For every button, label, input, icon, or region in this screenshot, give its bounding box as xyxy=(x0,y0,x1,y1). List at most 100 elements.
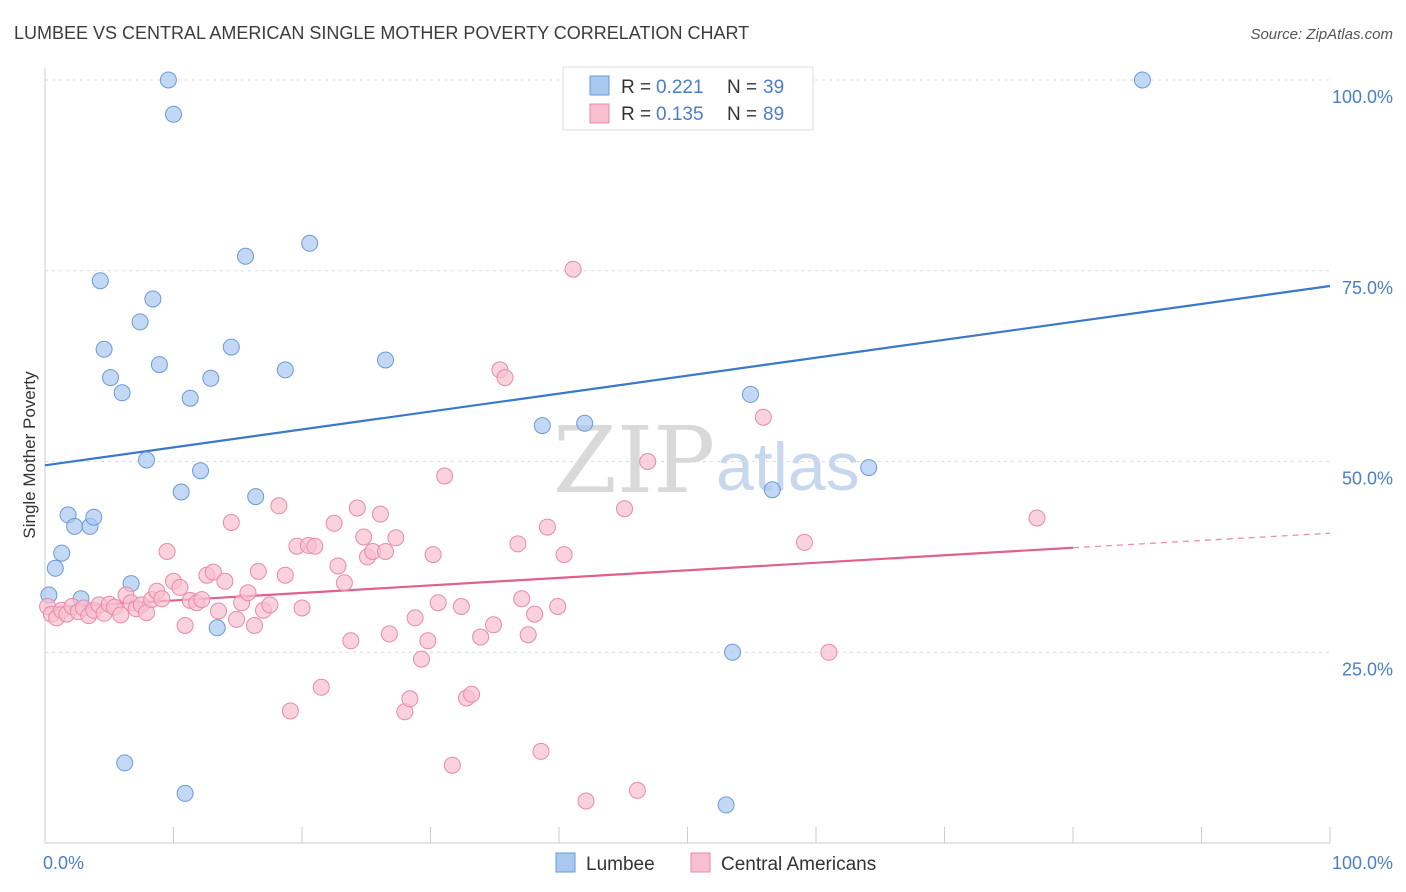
point-lumbee-21 xyxy=(176,784,194,802)
point-central-americans-83 xyxy=(538,518,556,536)
point-central-americans-77 xyxy=(496,369,514,387)
point-central-americans-81 xyxy=(526,605,544,623)
point-central-americans-49 xyxy=(312,678,330,696)
point-lumbee-37 xyxy=(763,481,781,499)
point-central-americans-26 xyxy=(176,617,194,634)
point-central-americans-31 xyxy=(204,563,222,581)
point-central-americans-89 xyxy=(628,781,646,799)
point-lumbee-15 xyxy=(138,451,155,469)
series-legend: Lumbee Central Americans xyxy=(555,852,876,875)
y-tick-label-2: 50.0% xyxy=(1342,469,1393,489)
point-central-americans-51 xyxy=(329,557,347,575)
point-lumbee-26 xyxy=(222,338,240,356)
point-lumbee-11 xyxy=(113,384,131,402)
point-central-americans-93 xyxy=(820,643,838,661)
point-central-americans-60 xyxy=(380,625,398,643)
point-central-americans-82 xyxy=(532,742,550,760)
point-central-americans-79 xyxy=(513,590,531,608)
point-central-americans-80 xyxy=(519,626,537,644)
watermark: ZIP atlas xyxy=(553,407,860,514)
point-lumbee-28 xyxy=(247,488,265,506)
point-lumbee-4 xyxy=(66,517,84,535)
legend-r-value-lumbee: 0.221 xyxy=(656,77,704,98)
point-central-americans-41 xyxy=(261,596,279,614)
point-central-americans-87 xyxy=(577,792,595,810)
point-central-americans-63 xyxy=(401,690,419,708)
legend-box: R = 0.221 N = 39 R = 0.135 N = 89 xyxy=(562,66,814,131)
axes xyxy=(44,68,1331,844)
point-lumbee-17 xyxy=(150,356,168,374)
point-lumbee-39 xyxy=(1133,71,1151,89)
point-central-americans-94 xyxy=(1028,509,1046,527)
point-central-americans-14 xyxy=(112,606,130,624)
point-central-americans-44 xyxy=(281,702,299,720)
point-lumbee-8 xyxy=(91,272,109,290)
point-central-americans-29 xyxy=(193,591,211,609)
point-central-americans-65 xyxy=(413,650,430,668)
point-lumbee-25 xyxy=(208,619,226,637)
point-central-americans-88 xyxy=(616,500,633,518)
point-central-americans-33 xyxy=(216,572,234,590)
y-axis-label: Single Mother Poverty xyxy=(20,371,39,539)
legend-n-value-lumbee: 39 xyxy=(763,77,784,98)
point-lumbee-24 xyxy=(202,369,220,387)
point-lumbee-18 xyxy=(159,71,177,89)
point-central-americans-74 xyxy=(472,628,490,646)
legend-n-label-central-americans: N = xyxy=(727,104,757,125)
point-lumbee-7 xyxy=(85,508,103,526)
point-lumbee-2 xyxy=(53,544,71,562)
point-lumbee-34 xyxy=(724,643,741,661)
point-lumbee-14 xyxy=(131,313,149,331)
point-central-americans-69 xyxy=(436,467,454,485)
series-legend-label-central-americans: Central Americans xyxy=(721,854,876,875)
point-lumbee-29 xyxy=(276,361,294,379)
series-legend-swatch-central-americans xyxy=(690,852,711,873)
point-lumbee-36 xyxy=(742,385,759,403)
watermark-atlas: atlas xyxy=(716,429,860,505)
x-tick-label-max: 100.0% xyxy=(1332,853,1393,873)
point-central-americans-39 xyxy=(249,562,267,580)
y-tick-labels: 100.0% 75.0% 50.0% 25.0% xyxy=(1332,87,1393,679)
point-central-americans-52 xyxy=(335,574,353,592)
chart-source: Source: ZipAtlas.com xyxy=(1250,26,1393,43)
point-central-americans-90 xyxy=(639,453,657,470)
point-central-americans-84 xyxy=(549,598,567,615)
legend-r-label-central-americans: R = xyxy=(621,104,651,125)
point-lumbee-33 xyxy=(576,414,594,432)
point-central-americans-38 xyxy=(246,617,263,634)
point-lumbee-27 xyxy=(237,247,254,265)
point-central-americans-34 xyxy=(222,514,240,531)
point-central-americans-71 xyxy=(452,598,470,615)
point-lumbee-16 xyxy=(144,290,162,308)
point-central-americans-66 xyxy=(419,632,437,650)
point-central-americans-67 xyxy=(424,546,442,564)
point-central-americans-35 xyxy=(228,610,245,628)
point-central-americans-59 xyxy=(377,543,394,560)
legend-r-value-central-americans: 0.135 xyxy=(656,104,704,125)
y-tick-label-3: 25.0% xyxy=(1342,659,1393,679)
point-central-americans-25 xyxy=(171,578,189,596)
chart-title: LUMBEE VS CENTRAL AMERICAN SINGLE MOTHER… xyxy=(14,23,749,43)
gridlines xyxy=(45,79,1330,653)
point-central-americans-55 xyxy=(355,528,373,546)
point-lumbee-9 xyxy=(95,340,113,358)
point-lumbee-38 xyxy=(860,459,878,477)
series-legend-label-lumbee: Lumbee xyxy=(586,854,655,875)
point-central-americans-61 xyxy=(387,529,405,547)
x-tick-label-min: 0.0% xyxy=(43,853,84,873)
point-lumbee-10 xyxy=(102,369,119,387)
trend-line-lumbee xyxy=(44,284,1331,467)
point-lumbee-35 xyxy=(717,796,735,814)
point-central-americans-70 xyxy=(443,756,461,774)
point-lumbee-19 xyxy=(165,105,182,123)
point-central-americans-32 xyxy=(210,602,227,620)
trend-lines xyxy=(44,284,1331,610)
point-central-americans-23 xyxy=(158,543,176,560)
point-lumbee-22 xyxy=(181,389,199,407)
point-central-americans-68 xyxy=(429,594,447,612)
point-lumbee-32 xyxy=(533,417,551,435)
point-central-americans-43 xyxy=(276,566,294,584)
point-lumbee-12 xyxy=(116,754,134,772)
point-lumbee-31 xyxy=(377,351,394,369)
